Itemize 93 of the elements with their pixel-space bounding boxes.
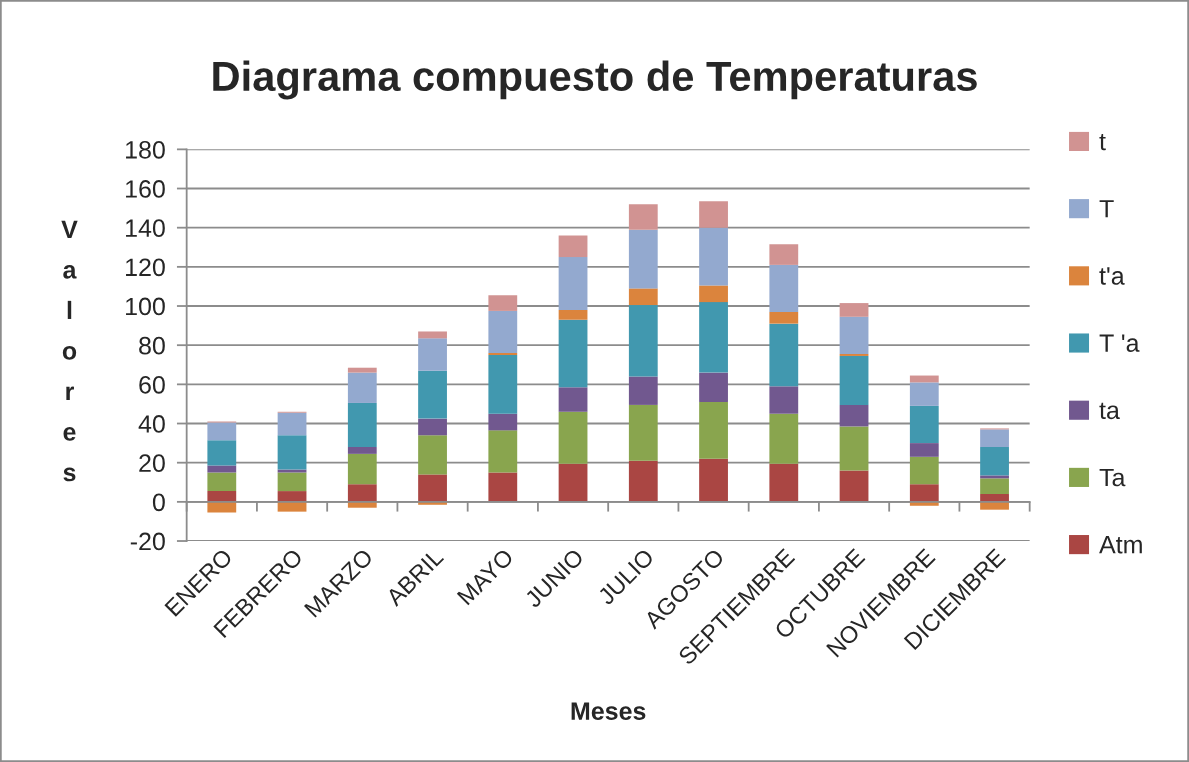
- bar: [628, 204, 658, 230]
- bar: [277, 472, 307, 492]
- bar: [699, 372, 728, 402]
- bar: [418, 338, 447, 371]
- bar: [980, 501, 1009, 510]
- y-tick-label: 140: [126, 219, 165, 237]
- bar: [347, 367, 377, 373]
- bar: [558, 309, 588, 320]
- bar: [207, 501, 237, 513]
- bar: [347, 447, 377, 454]
- y-tick-label: 100: [126, 297, 165, 316]
- bar: [488, 354, 518, 414]
- y-tick-label: 0: [152, 493, 165, 512]
- bar: [699, 458, 728, 502]
- bar: [769, 386, 799, 414]
- bar: [558, 411, 588, 464]
- bar: [558, 235, 588, 258]
- y-tick-label: 120: [126, 258, 165, 277]
- bar: [347, 484, 377, 502]
- bar: [207, 422, 237, 441]
- y-tick-label: 160: [126, 180, 165, 198]
- bar: [699, 401, 728, 459]
- bar: [277, 435, 307, 470]
- bar: [277, 412, 307, 436]
- bar: [488, 413, 518, 431]
- bar: [347, 402, 377, 448]
- bar: [839, 303, 869, 317]
- bar: [628, 229, 658, 289]
- bar: [418, 418, 447, 436]
- bar: [207, 472, 237, 492]
- bar: [347, 372, 377, 403]
- bar: [699, 285, 728, 303]
- bar: [347, 453, 377, 485]
- bar: [699, 302, 728, 373]
- bar: [488, 472, 518, 502]
- bar: [909, 443, 939, 457]
- bar: [699, 201, 728, 228]
- legend-label: t: [1099, 133, 1106, 151]
- bar: [207, 491, 237, 502]
- bar: [558, 257, 588, 310]
- y-axis-title: Valores: [61, 220, 78, 482]
- bar: [488, 430, 518, 473]
- bar: [839, 470, 869, 502]
- y-tick-label: 20: [139, 454, 165, 472]
- y-tick-label: 40: [138, 415, 165, 433]
- bar: [980, 478, 1009, 495]
- bar: [839, 426, 869, 471]
- bar: [628, 460, 658, 502]
- bar: [628, 288, 658, 306]
- legend-label: T: [1099, 200, 1114, 218]
- bar: [980, 494, 1009, 502]
- bar: [839, 404, 869, 427]
- bar: [769, 463, 799, 502]
- bar: [909, 405, 939, 444]
- bar: [277, 491, 307, 502]
- legend-label: T 'a: [1099, 334, 1140, 352]
- bar: [558, 463, 588, 502]
- y-tick-label: 60: [139, 375, 165, 394]
- bar: [909, 484, 939, 502]
- y-tick-label: 180: [126, 140, 165, 159]
- bar: [488, 310, 518, 354]
- bar: [769, 311, 799, 324]
- x-axis-title: Meses: [571, 702, 646, 720]
- bar: [699, 227, 728, 286]
- bar: [558, 319, 588, 388]
- legend-label: Atm: [1099, 536, 1142, 554]
- bar: [769, 264, 799, 312]
- legend-label: ta: [1099, 402, 1120, 420]
- bar: [839, 316, 869, 354]
- bar: [980, 429, 1009, 448]
- bar: [558, 387, 588, 412]
- bar: [418, 331, 447, 339]
- bar: [769, 244, 799, 265]
- bar: [909, 382, 939, 406]
- y-tick-label: 80: [139, 336, 165, 355]
- bar: [839, 355, 869, 405]
- bar: [628, 305, 658, 377]
- bar: [628, 376, 658, 405]
- bar: [628, 404, 658, 461]
- chart-title: Diagrama compuesto de Temperaturas: [213, 60, 977, 100]
- bar: [769, 413, 799, 464]
- legend-label: t'a: [1099, 267, 1125, 285]
- bar: [980, 475, 1009, 479]
- bar: [909, 456, 939, 485]
- bar: [769, 323, 799, 387]
- bar: [207, 440, 237, 466]
- bar: [418, 474, 447, 502]
- bar: [418, 370, 447, 419]
- y-tick-label: -20: [130, 532, 165, 551]
- bar: [488, 295, 518, 311]
- bar: [980, 447, 1009, 476]
- legend-label: Ta: [1099, 468, 1126, 487]
- bar: [418, 435, 447, 475]
